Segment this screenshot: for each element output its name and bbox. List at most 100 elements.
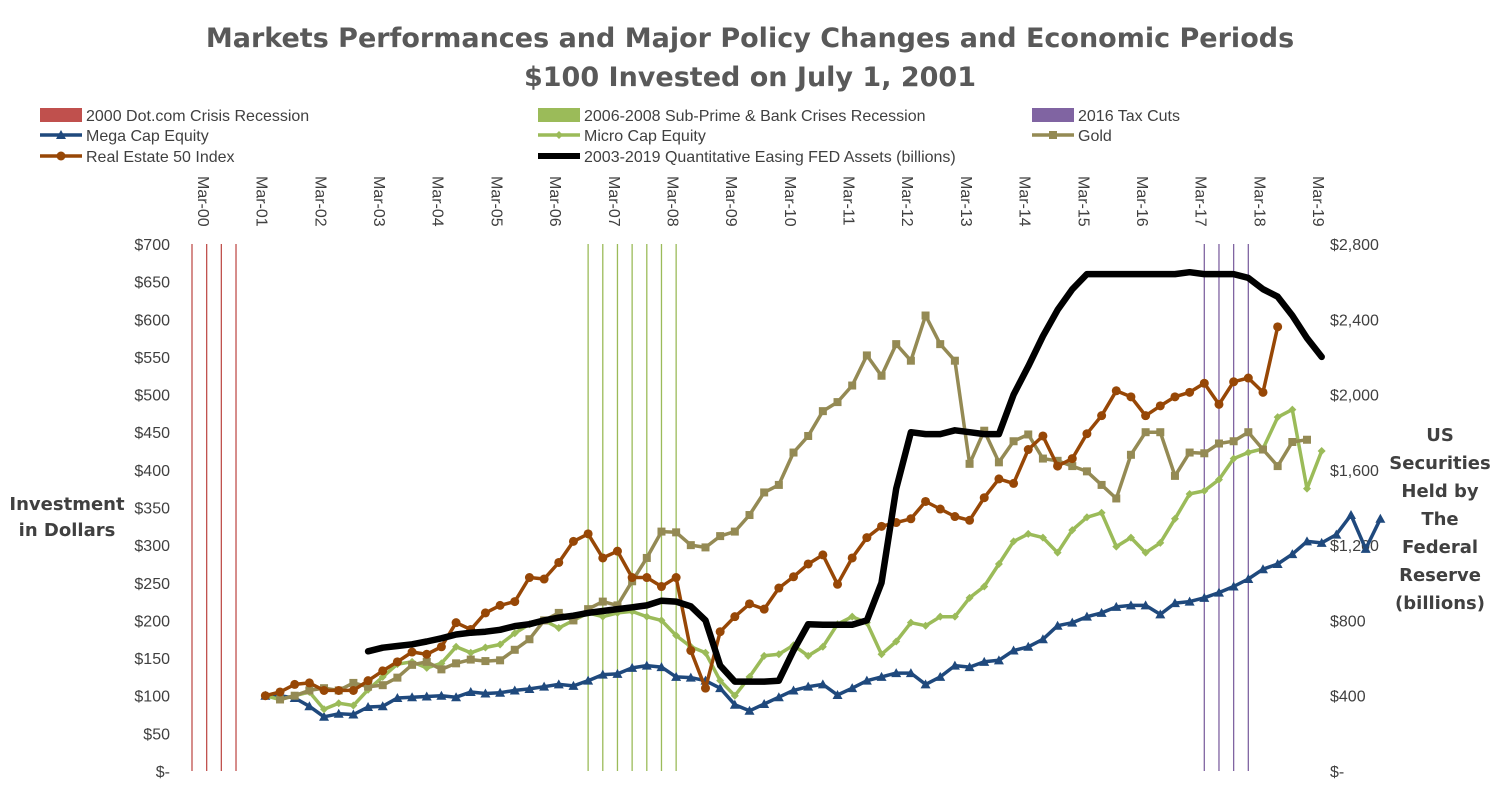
series-point — [1067, 617, 1078, 627]
series-point — [921, 621, 930, 630]
series-point — [641, 660, 652, 670]
series-point — [965, 459, 974, 468]
series-point — [656, 662, 667, 672]
series-point — [422, 649, 432, 659]
series-point — [1009, 478, 1019, 488]
series-point — [422, 663, 431, 672]
series-point — [597, 669, 608, 679]
series-point — [950, 512, 960, 522]
series-point — [818, 407, 827, 416]
series-point — [1170, 471, 1179, 480]
series-point — [554, 623, 563, 632]
series-point — [1023, 641, 1034, 651]
series-point — [1156, 538, 1165, 547]
series-point — [921, 311, 930, 320]
x-tick-label: Mar-10 — [781, 176, 798, 227]
x-tick-label: Mar-16 — [1133, 176, 1150, 227]
series-point — [935, 504, 945, 514]
series-point — [980, 582, 989, 591]
series-point — [1200, 449, 1209, 458]
y2-tick-label: $1,200 — [1330, 538, 1379, 555]
series-point — [1229, 454, 1238, 463]
series-point — [848, 612, 857, 621]
series-point — [980, 426, 989, 435]
legend-item-2: 2016 Tax Cuts — [1032, 108, 1180, 125]
series-point — [657, 527, 666, 536]
series-point — [1229, 437, 1238, 446]
series-point — [1288, 405, 1297, 414]
series-point — [1316, 537, 1327, 547]
legend-marker — [555, 131, 563, 139]
series-point — [509, 685, 520, 695]
series-point — [1068, 462, 1077, 471]
series-point — [1053, 456, 1062, 465]
series-point — [848, 381, 857, 390]
series-point — [921, 496, 931, 506]
series-point — [612, 546, 622, 556]
series-point — [1126, 533, 1135, 542]
series-point — [905, 668, 916, 678]
series-point — [539, 681, 550, 691]
series-point — [480, 688, 491, 698]
series-point — [1331, 529, 1342, 539]
series-point — [994, 559, 1003, 568]
series-point — [466, 655, 475, 664]
x-tick-label: Mar-07 — [605, 176, 622, 227]
series-point — [672, 631, 681, 640]
series-point — [789, 448, 798, 457]
legend-label: Mega Cap Equity — [86, 128, 209, 145]
series-point — [847, 683, 858, 693]
series-point — [1097, 508, 1106, 517]
series-point — [1185, 489, 1194, 498]
series-point — [421, 691, 432, 701]
series-point — [290, 691, 299, 700]
series-point — [950, 356, 959, 365]
x-tick-label: Mar-11 — [840, 176, 857, 226]
series-point — [408, 660, 417, 669]
y2-axis-title: US Securities Held by The Federal Reserve (bil… — [1389, 425, 1490, 614]
series-point — [1068, 526, 1077, 535]
series-point — [1009, 537, 1018, 546]
series-point — [935, 671, 946, 681]
series-point — [569, 616, 578, 625]
y-tick-label: $- — [156, 764, 170, 781]
series-point — [348, 685, 358, 695]
y-tick-label: $150 — [134, 651, 170, 668]
legend-marker — [56, 130, 66, 139]
series-point — [525, 635, 534, 644]
x-tick-label: Mar-14 — [1016, 176, 1033, 227]
legend-label: Real Estate 50 Index — [86, 149, 235, 166]
series-point — [451, 692, 462, 702]
series-point — [1302, 536, 1312, 546]
series-point — [729, 699, 740, 709]
series-point — [1141, 548, 1150, 557]
y-tick-label: $350 — [134, 501, 170, 518]
series-point — [672, 528, 681, 537]
y2-tick-label: $- — [1330, 764, 1344, 781]
series-point — [936, 340, 945, 349]
series-point — [920, 679, 931, 689]
y-tick-label: $550 — [134, 350, 170, 367]
series-point — [804, 431, 813, 440]
series-line — [364, 268, 1325, 685]
series-point — [1273, 322, 1283, 332]
series-point — [524, 573, 534, 583]
series-point — [833, 579, 843, 589]
x-tick-label: Mar-18 — [1250, 176, 1267, 227]
series-point — [716, 676, 725, 685]
x-tick-label: Mar-06 — [546, 176, 563, 227]
series-point — [1184, 596, 1195, 606]
series-point — [554, 557, 564, 567]
series-point — [334, 699, 343, 708]
series-point — [1272, 558, 1283, 568]
legend-label: Micro Cap Equity — [584, 128, 706, 145]
series-point — [598, 612, 607, 621]
y2-tick-label: $1,600 — [1330, 463, 1379, 480]
series-point — [906, 356, 915, 365]
legend: 2000 Dot.com Crisis Recession 2006-2008 S… — [40, 108, 1180, 166]
series-point — [774, 650, 783, 659]
series-point — [1096, 607, 1107, 617]
series-point — [613, 601, 622, 610]
series-point — [1024, 529, 1033, 538]
series-point — [788, 685, 799, 695]
